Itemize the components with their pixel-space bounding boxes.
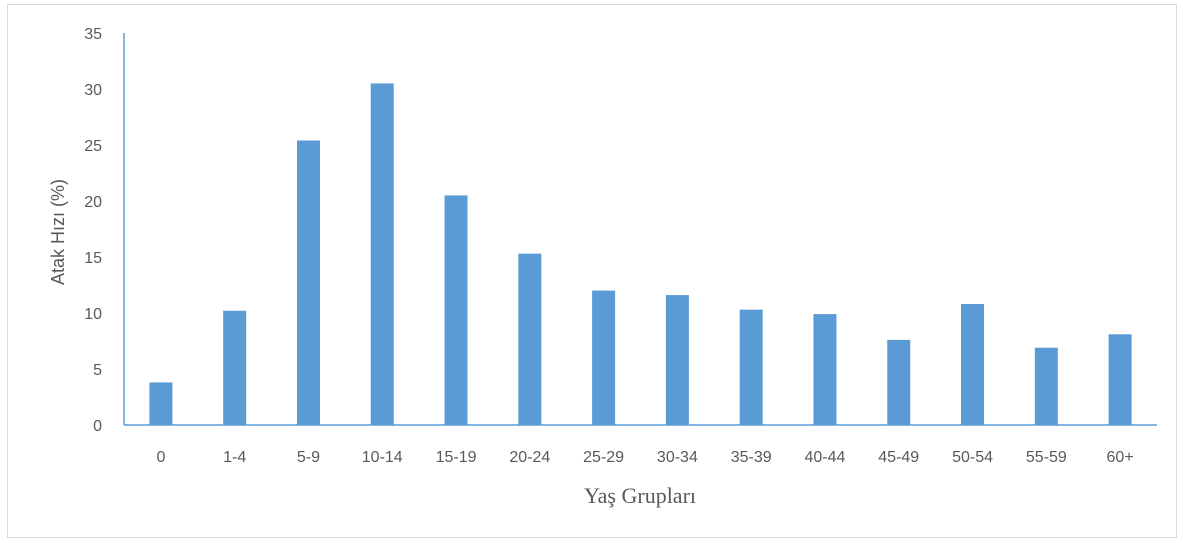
bar-1-4 (223, 310, 247, 425)
x-tick-label: 0 (156, 449, 165, 466)
y-tick-label: 10 (84, 306, 102, 323)
bar-25-29 (592, 290, 616, 425)
bar-5-9 (296, 140, 320, 425)
y-tick-label: 25 (84, 138, 102, 155)
y-tick-label: 15 (84, 250, 102, 267)
x-tick-label: 55-59 (1026, 449, 1067, 466)
x-tick-label: 50-54 (952, 449, 993, 466)
y-tick-label: 35 (84, 26, 102, 43)
x-tick-label: 20-24 (509, 449, 550, 466)
x-tick-label: 25-29 (583, 449, 624, 466)
x-axis-label: Yaş Grupları (584, 483, 696, 508)
bar-30-34 (665, 295, 689, 425)
bars (149, 83, 1132, 426)
x-tick-label: 35-39 (731, 449, 772, 466)
chart-frame (7, 4, 1177, 538)
bar-55-59 (1034, 347, 1058, 425)
x-tick-label: 5-9 (297, 449, 320, 466)
x-tick-label: 40-44 (805, 449, 846, 466)
bar-50-54 (961, 304, 985, 425)
x-tick-label: 15-19 (436, 449, 477, 466)
bar-40-44 (813, 314, 837, 425)
y-axis-ticks: 0 5 10 15 20 25 30 35 (84, 26, 102, 435)
bar-10-14 (370, 83, 394, 426)
bar-0 (149, 382, 173, 425)
y-tick-label: 0 (93, 418, 102, 435)
x-axis-ticks: 0 1-4 5-9 10-14 15-19 20-24 25-29 30-34 35-39 40-… (156, 449, 1133, 466)
x-tick-label: 60+ (1107, 449, 1134, 466)
bar-15-19 (444, 195, 468, 425)
y-tick-label: 20 (84, 194, 102, 211)
x-tick-label: 10-14 (362, 449, 403, 466)
x-tick-label: 45-49 (878, 449, 919, 466)
bar-45-49 (887, 339, 911, 425)
bar-35-39 (739, 309, 763, 425)
y-axis-label: Atak Hızı (%) (48, 179, 68, 285)
bar-60+ (1108, 334, 1132, 425)
bar-20-24 (518, 253, 542, 425)
y-tick-label: 30 (84, 82, 102, 99)
x-tick-label: 1-4 (223, 449, 246, 466)
y-tick-label: 5 (93, 362, 102, 379)
x-tick-label: 30-34 (657, 449, 698, 466)
